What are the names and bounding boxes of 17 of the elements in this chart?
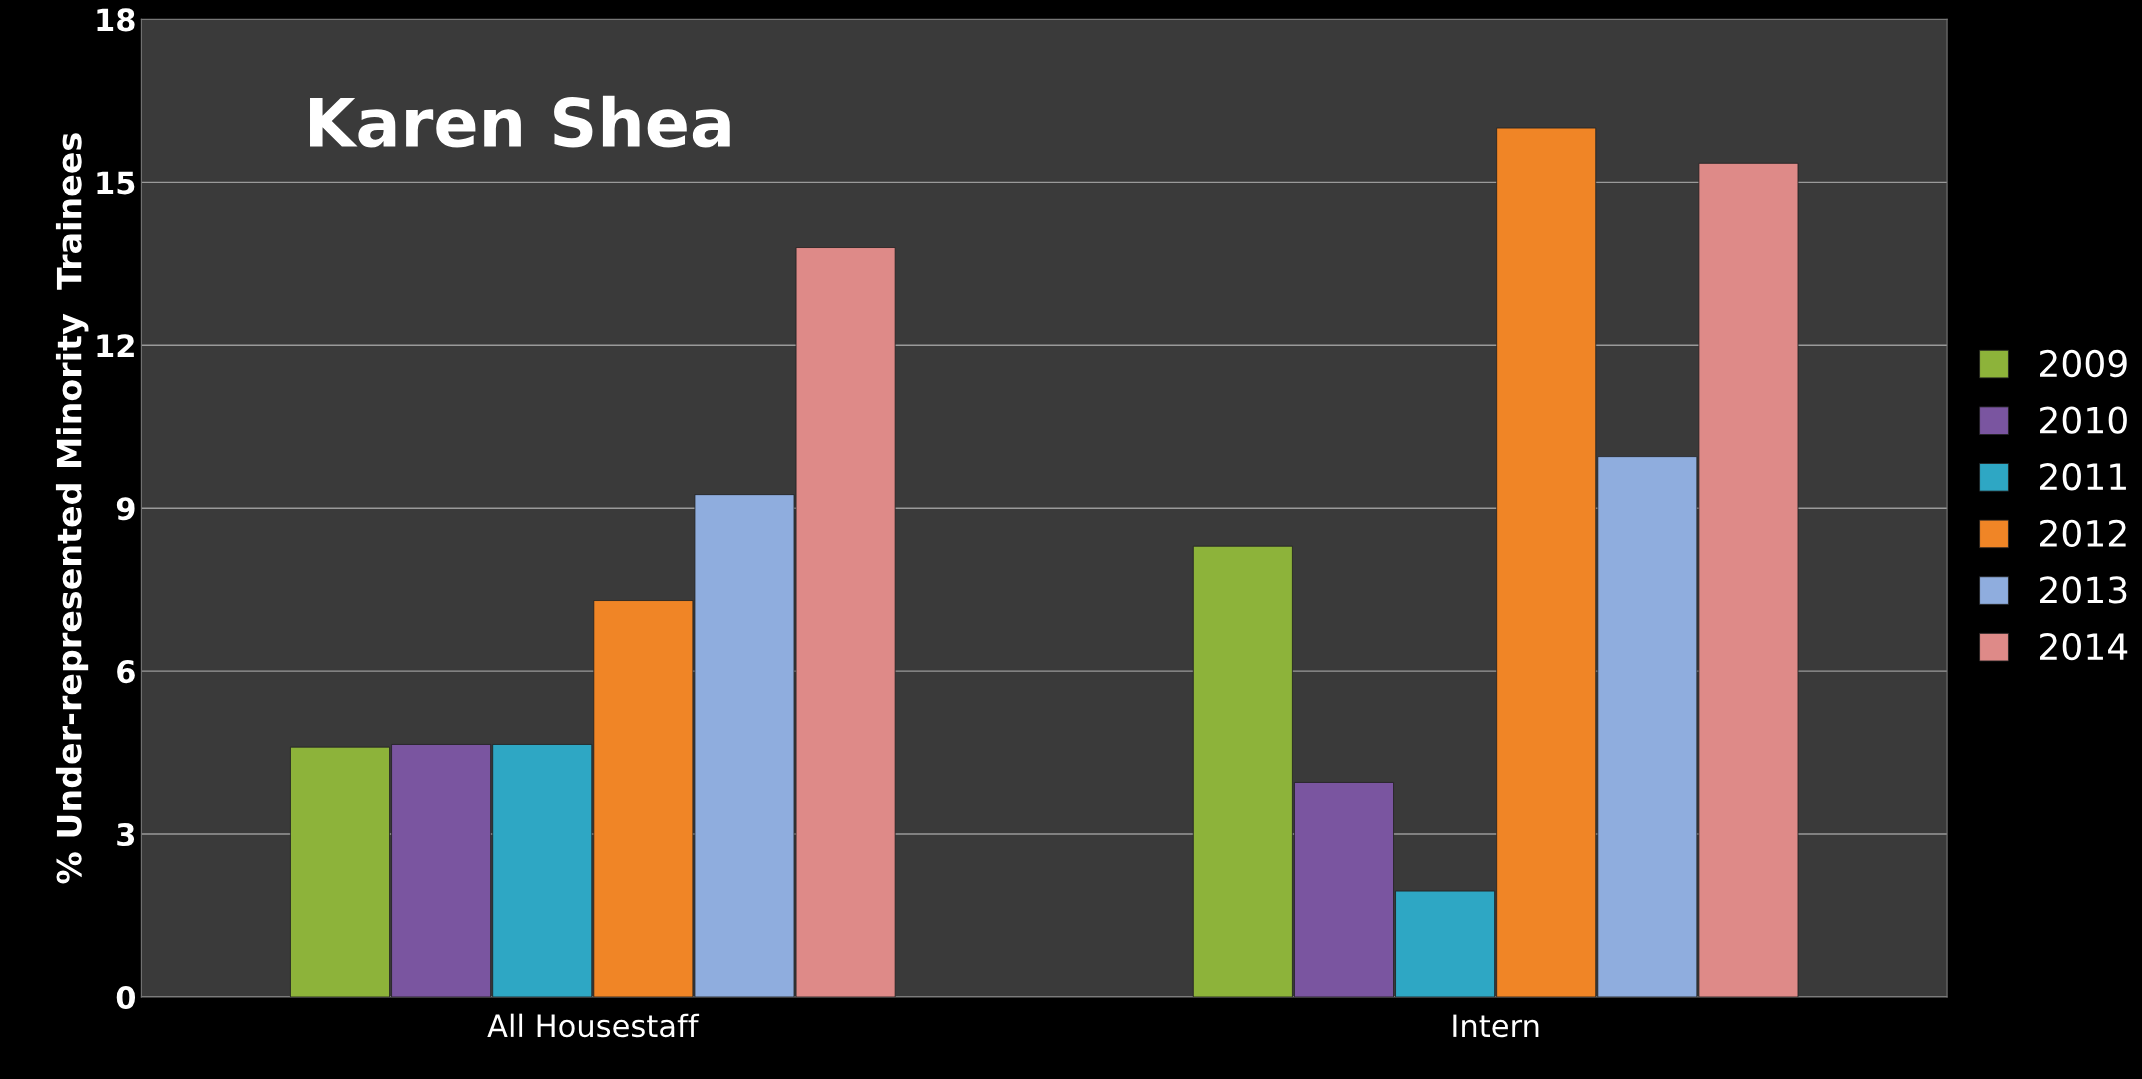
y-tick-label: 9 xyxy=(116,497,135,521)
legend-label: 2012 xyxy=(2040,519,2126,547)
annotation: Karen Shea xyxy=(310,95,730,148)
y-tick-label: 0 xyxy=(116,985,136,1010)
legend-label: 2014 xyxy=(2040,632,2128,661)
y-tick-label: 3 xyxy=(117,823,135,847)
y-tick-label: 18 xyxy=(97,8,135,32)
legend-label: 2013 xyxy=(2040,576,2127,604)
y-tick-label: 12 xyxy=(97,334,134,357)
x-tick-label: Intern xyxy=(1453,1014,1539,1038)
x-tick-label: All Housestaff xyxy=(487,1013,700,1038)
y-tick-label: 15 xyxy=(97,171,135,195)
y-tick-label: 6 xyxy=(117,660,135,684)
legend-label: 2009 xyxy=(2040,349,2127,378)
y-axis-title: % Under-represented Minority Trainees xyxy=(55,133,89,884)
legend-label: 2011 xyxy=(2040,463,2126,491)
legend-label: 2010 xyxy=(2040,406,2127,434)
